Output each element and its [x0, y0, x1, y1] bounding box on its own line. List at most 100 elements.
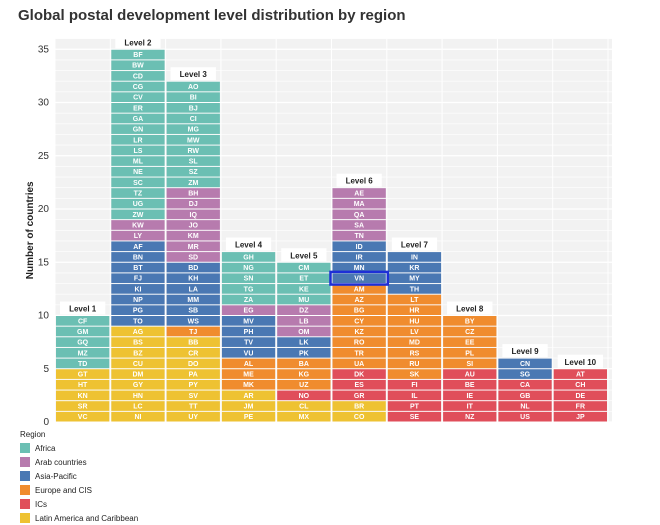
tile-label: TR	[354, 350, 363, 357]
tile-label: KI	[134, 286, 141, 293]
tile-label: TD	[78, 361, 87, 368]
tile-py	[166, 379, 220, 390]
legend-item-africa: Africa	[20, 441, 138, 455]
tile-to	[111, 316, 165, 326]
tile-label: GH	[243, 254, 254, 261]
tile-cz	[443, 326, 497, 337]
y-tick-label: 10	[38, 311, 50, 322]
legend-item-ics: ICs	[20, 497, 138, 511]
tile-label: MM	[187, 297, 199, 304]
legend-item-asia: Asia-Pacific	[20, 469, 138, 483]
tile-am	[332, 284, 386, 294]
tile-label: GA	[133, 116, 144, 123]
tile-my	[387, 273, 442, 284]
tile-label: NL	[520, 404, 530, 411]
tile-bn	[111, 252, 165, 262]
tile-label: QA	[354, 212, 365, 219]
tile-label: PY	[189, 382, 199, 389]
tile-lv	[387, 326, 442, 337]
tile-zw	[111, 209, 165, 220]
tile-label: CV	[133, 95, 143, 102]
tile-fi	[387, 379, 442, 390]
tile-label: BA	[299, 361, 309, 368]
tile-label: RS	[410, 350, 420, 357]
tile-label: PT	[410, 404, 420, 411]
level-label-bg	[447, 301, 493, 315]
tile-label: UZ	[299, 382, 309, 389]
tile-label: KG	[299, 372, 310, 379]
tile-bd	[166, 262, 220, 273]
tile-label: KW	[132, 222, 144, 229]
y-tick-label: 25	[38, 151, 50, 162]
tile-label: HN	[133, 393, 143, 400]
tile-bt	[111, 262, 165, 273]
tile-ly	[111, 230, 165, 241]
tile-label: AL	[244, 361, 254, 368]
tile-th	[387, 284, 442, 294]
tile-in	[387, 252, 442, 262]
level-label: Level 1	[69, 305, 97, 314]
tile-pl	[443, 347, 497, 358]
tile-ch	[553, 379, 607, 390]
tile-tr	[332, 347, 386, 358]
tile-label: PK	[299, 350, 309, 357]
tile-vu	[221, 347, 276, 358]
tile-label: IT	[467, 404, 474, 411]
tile-pa	[166, 369, 220, 379]
level-label: Level 4	[235, 241, 263, 250]
highlight-box	[329, 270, 390, 286]
tile-label: LS	[133, 148, 142, 155]
tile-label: KH	[188, 276, 198, 283]
legend-label: Europe and CIS	[35, 485, 92, 495]
legend-item-arab: Arab countries	[20, 455, 138, 469]
tile-label: MV	[243, 318, 254, 325]
tile-label: BS	[133, 340, 143, 347]
tile-label: RW	[187, 148, 199, 155]
legend-rows: Africa Arab countries Asia-Pacific Europe a…	[20, 441, 138, 525]
tile-de	[553, 390, 607, 401]
tile-kh	[166, 273, 220, 284]
tile-lk	[277, 337, 331, 347]
tile-sn	[221, 273, 276, 284]
tile-label: SV	[189, 393, 199, 400]
tile-label: SA	[354, 222, 364, 229]
tile-label: TV	[244, 340, 253, 347]
tile-mw	[166, 134, 220, 145]
tile-label: US	[520, 414, 530, 421]
tile-cl	[277, 401, 331, 411]
tile-au	[443, 369, 497, 379]
tile-label: SG	[520, 372, 531, 379]
tile-km	[166, 230, 220, 241]
level-label: Level 2	[124, 38, 152, 47]
tile-label: SI	[466, 361, 473, 368]
tile-label: LY	[134, 233, 143, 240]
tile-label: FI	[411, 382, 417, 389]
tile-nl	[498, 401, 552, 411]
tile-label: PE	[244, 414, 254, 421]
tile-sv	[166, 390, 220, 401]
tile-label: MY	[409, 276, 420, 283]
legend-swatch	[20, 443, 30, 453]
tile-at	[553, 369, 607, 379]
tile-label: BJ	[189, 105, 198, 112]
tile-label: BT	[133, 265, 143, 272]
legend-swatch	[20, 499, 30, 509]
tile-label: MK	[243, 382, 254, 389]
tile-label: NO	[299, 393, 310, 400]
tile-cf	[56, 316, 110, 326]
y-tick-label: 15	[38, 257, 50, 268]
tile-gn	[111, 124, 165, 134]
tile-label: VN	[354, 276, 364, 283]
tile-gq	[56, 337, 110, 347]
tile-label: ES	[354, 382, 364, 389]
level-label-bg	[391, 237, 438, 251]
tile-label: OM	[298, 329, 309, 336]
y-axis-title: Number of countries	[25, 181, 36, 279]
tile-be	[443, 379, 497, 390]
y-tick-label: 20	[38, 204, 50, 215]
tile-sz	[166, 166, 220, 177]
level-label: Level 6	[346, 177, 374, 186]
tile-rw	[166, 145, 220, 156]
tile-label: IR	[356, 254, 363, 261]
tile-mm	[166, 294, 220, 305]
